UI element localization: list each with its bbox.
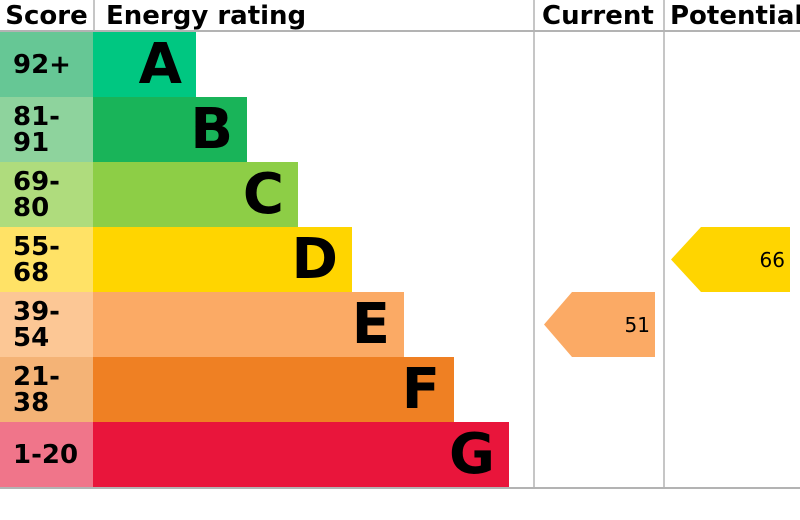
score-range-d: 55-68 [0, 227, 93, 292]
score-range-f: 21-38 [0, 357, 93, 422]
band-rows: 92+ A 81-91 B 69-80 C 55-68 D 39-54 E 21-38 F 1-20 G [0, 32, 533, 487]
score-range-b: 81-91 [0, 97, 93, 162]
score-range-g: 1-20 [0, 422, 93, 487]
header-potential: Potential [670, 0, 800, 31]
potential-rating-value: 66 [759, 247, 785, 272]
divider-current-potential [663, 0, 665, 489]
potential-rating-arrow: 66 [671, 227, 790, 292]
score-range-e: 39-54 [0, 292, 93, 357]
band-bar-e: E [93, 292, 404, 357]
band-bar-d: D [93, 227, 352, 292]
band-row-e: 39-54 E [0, 292, 533, 357]
score-range-c: 69-80 [0, 162, 93, 227]
band-row-b: 81-91 B [0, 97, 533, 162]
current-rating-arrow: 51 [544, 292, 655, 357]
score-range-a: 92+ [0, 32, 93, 97]
header-score: Score [5, 0, 88, 31]
chart-bottom-border [0, 487, 800, 489]
band-bar-a: A [93, 32, 196, 97]
band-row-d: 55-68 D [0, 227, 533, 292]
header-current: Current [542, 0, 654, 31]
band-bar-f: F [93, 357, 454, 422]
header-underline [0, 30, 800, 32]
divider-score-energy [93, 0, 95, 31]
band-bar-g: G [93, 422, 509, 487]
band-row-a: 92+ A [0, 32, 533, 97]
band-row-g: 1-20 G [0, 422, 533, 487]
band-bar-b: B [93, 97, 247, 162]
divider-energy-current [533, 0, 535, 489]
band-row-c: 69-80 C [0, 162, 533, 227]
current-rating-value: 51 [624, 312, 650, 337]
band-row-f: 21-38 F [0, 357, 533, 422]
band-bar-c: C [93, 162, 298, 227]
header-energy-rating: Energy rating [106, 0, 307, 31]
